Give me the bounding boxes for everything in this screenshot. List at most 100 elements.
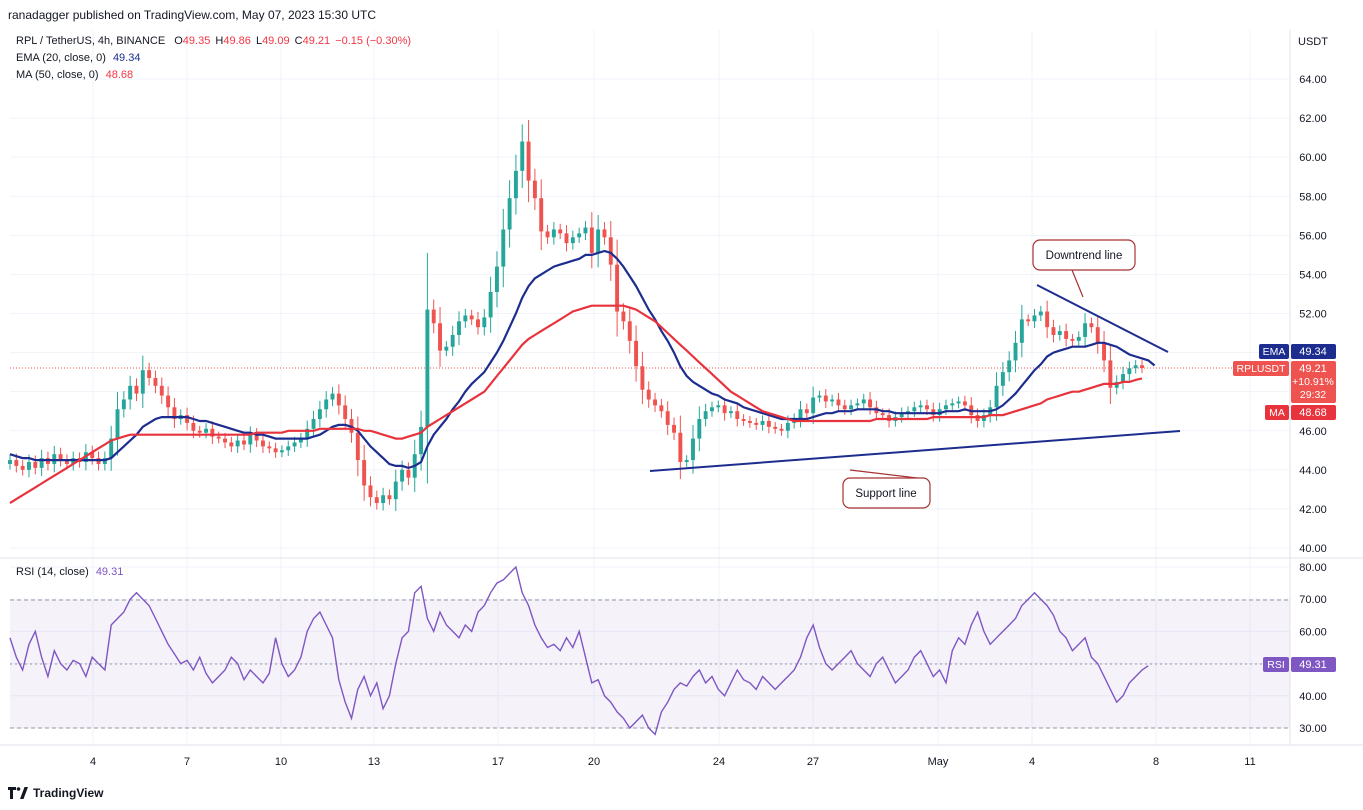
candle-body: [665, 411, 670, 425]
candle-body: [747, 420, 752, 423]
candle-body: [223, 438, 227, 443]
candle-body: [1038, 311, 1043, 316]
candle-body: [716, 405, 721, 408]
candle-body: [589, 227, 594, 253]
candle-body: [1026, 319, 1031, 322]
rsi-legend[interactable]: RSI (14, close) 49.31: [16, 566, 123, 578]
time-axis[interactable]: 4 7 10 13 17 20 24 27 May 4 8 11: [90, 756, 1256, 768]
time-tick-label: 7: [184, 756, 190, 768]
candle-body: [684, 460, 689, 463]
candle-body: [400, 469, 405, 482]
candle-body: [602, 229, 607, 238]
svg-text:49.31: 49.31: [1299, 659, 1327, 671]
candle-body: [1083, 323, 1088, 337]
ma-legend[interactable]: MA (50, close, 0) 48.68: [16, 69, 133, 81]
candle-body: [216, 436, 221, 439]
candles: [8, 120, 1144, 511]
candle-body: [1089, 323, 1094, 328]
candle-body: [387, 495, 392, 500]
candle-body: [1127, 368, 1132, 375]
candle-body: [39, 458, 44, 468]
candle-body: [766, 420, 771, 427]
candle-body: [197, 430, 202, 433]
candle-body: [836, 399, 841, 406]
candle-body: [20, 465, 25, 470]
svg-text:+10.91%: +10.91%: [1292, 376, 1334, 388]
time-tick-label: 11: [1244, 756, 1255, 768]
time-tick-label: 27: [807, 756, 819, 768]
tradingview-footer[interactable]: TradingView: [8, 784, 103, 802]
candle-body: [1013, 342, 1018, 361]
price-tick-label: 58.00: [1299, 191, 1327, 203]
svg-text:MA: MA: [1269, 407, 1285, 419]
candle-body: [204, 428, 209, 433]
candle-body: [722, 405, 727, 414]
downtrend-label: Downtrend line: [1046, 250, 1123, 262]
downtrend-callout[interactable]: Downtrend line: [1032, 239, 1136, 298]
candle-body: [728, 411, 733, 414]
candle-body: [646, 389, 651, 400]
candle-body: [754, 422, 759, 425]
candle-body: [1019, 319, 1024, 343]
candle-body: [494, 266, 499, 293]
downtrend-line[interactable]: [1036, 284, 1169, 353]
ma-legend-value: 48.68: [105, 69, 134, 81]
candle-body: [596, 229, 601, 253]
candle-body: [14, 460, 19, 466]
candle-body: [166, 395, 171, 408]
ema-legend[interactable]: EMA (20, close, 0) 49.34: [16, 52, 140, 64]
candle-body: [115, 409, 120, 439]
candle-body: [261, 440, 265, 447]
price-axis[interactable]: 64.0062.0060.0058.0056.0054.0052.0050.00…: [1299, 74, 1327, 555]
candle-body: [551, 229, 556, 238]
price-tick-label: 64.00: [1299, 74, 1327, 86]
symbol-legend[interactable]: RPL / TetherUS, 4h, BINANCE O49.35 H49.8…: [16, 35, 411, 47]
candle-body: [393, 481, 398, 500]
candle-body: [558, 229, 563, 234]
price-tick-label: 62.00: [1299, 113, 1327, 125]
svg-text:EMA: EMA: [1263, 346, 1286, 358]
candle-body: [58, 454, 63, 461]
candle-body: [33, 462, 38, 468]
rsi-legend-value: 49.31: [95, 566, 124, 578]
tradingview-logo-icon: [8, 787, 28, 799]
candle-body: [634, 340, 639, 367]
ma-legend-label: MA (50, close, 0): [16, 69, 99, 81]
svg-text:48.68: 48.68: [1299, 407, 1327, 419]
candle-body: [779, 428, 784, 431]
candle-body: [336, 393, 341, 406]
candle-body: [532, 180, 537, 199]
candle-body: [899, 413, 904, 418]
candle-body: [615, 264, 620, 312]
candle-body: [450, 334, 455, 347]
candle-body: [185, 415, 190, 423]
time-tick-label: 4: [1029, 756, 1035, 768]
support-line[interactable]: [649, 430, 1181, 472]
candle-body: [1051, 327, 1056, 335]
candle-body: [950, 403, 955, 406]
low-value: 49.09: [262, 35, 290, 47]
price-tick-label: 46.00: [1299, 426, 1327, 438]
time-tick-label: May: [928, 756, 949, 768]
candle-body: [140, 370, 145, 394]
candle-body: [962, 401, 967, 406]
rsi-tick-label: 60.00: [1299, 626, 1327, 638]
candle-body: [861, 399, 866, 404]
candle-body: [994, 385, 999, 408]
time-tick-label: 20: [588, 756, 600, 768]
candle-body: [710, 407, 714, 412]
support-callout[interactable]: Support line: [842, 469, 931, 509]
candle-body: [513, 170, 518, 199]
candle-body: [254, 434, 259, 441]
candle-body: [1000, 372, 1005, 386]
candle-body: [785, 422, 790, 431]
candle-body: [583, 227, 588, 234]
ema-legend-value: 49.34: [112, 52, 141, 64]
price-tick-label: 56.00: [1299, 230, 1327, 242]
rsi-badge: RSI 49.31: [1263, 657, 1336, 672]
candle-body: [1108, 360, 1113, 388]
candle-body: [425, 309, 430, 427]
candle-body: [406, 469, 411, 478]
